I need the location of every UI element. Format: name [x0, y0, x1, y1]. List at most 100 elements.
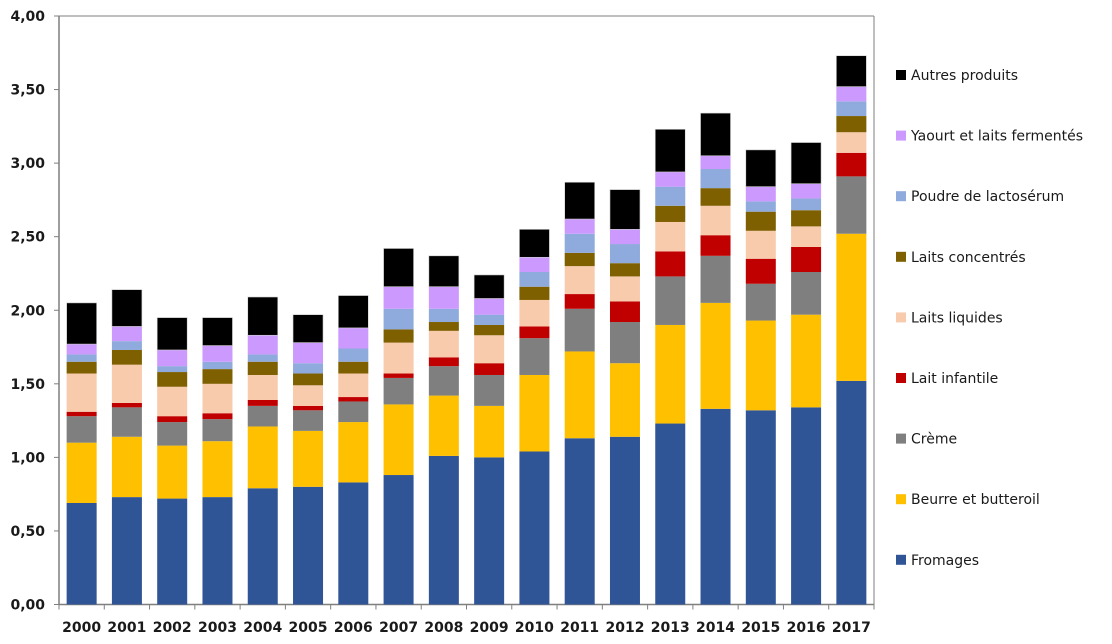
- x-tick-label: 2001: [107, 620, 146, 636]
- bar-segment-beurre-et-butteroil: [474, 405, 505, 458]
- bar-segment-laits-liquides: [745, 230, 776, 259]
- bar-segment-beurre-et-butteroil: [247, 426, 278, 489]
- bar-segment-poudre-de-lactoserum: [428, 308, 459, 323]
- bar-segment-laits-concentres: [836, 116, 867, 133]
- bar-segment-lait-infantile: [609, 301, 640, 323]
- bar-segment-laits-concentres: [564, 252, 595, 267]
- bar-segment-beurre-et-butteroil: [338, 422, 369, 483]
- bar-segment-autres-produits: [111, 289, 143, 327]
- bar-segment-fromages: [474, 457, 505, 605]
- bar-segment-laits-liquides: [247, 374, 278, 400]
- bar-segment-laits-concentres: [700, 188, 731, 206]
- bar-segment-laits-concentres: [791, 210, 822, 227]
- bar-segment-fromages: [836, 380, 867, 605]
- bar-segment-autres-produits: [609, 189, 641, 230]
- bar-segment-creme: [383, 377, 414, 405]
- bar-segment-beurre-et-butteroil: [202, 441, 233, 498]
- bar-stack-2001: [111, 289, 143, 605]
- bar-segment-autres-produits: [564, 181, 595, 220]
- bar-stack-2014: [700, 112, 731, 605]
- bar-stack-2002: [156, 317, 188, 605]
- legend-item-creme: Crème: [896, 432, 957, 448]
- bar-segment-laits-concentres: [383, 329, 414, 343]
- bar-segment-creme: [428, 366, 459, 396]
- x-tick-label: 2004: [243, 620, 282, 636]
- bar-segment-yaourt-et-laits-fermentes: [836, 86, 867, 102]
- bar-segment-lait-infantile: [383, 373, 414, 378]
- legend-item-laits-concentres: Laits concentrés: [896, 250, 1026, 266]
- bar-segment-fromages: [655, 423, 686, 605]
- bar-segment-beurre-et-butteroil: [157, 445, 188, 499]
- bar-segment-poudre-de-lactoserum: [338, 348, 369, 362]
- bar-segment-laits-concentres: [519, 286, 550, 300]
- bar-segment-yaourt-et-laits-fermentes: [609, 229, 640, 245]
- bar-segment-laits-concentres: [247, 361, 278, 375]
- bar-segment-autres-produits: [202, 317, 233, 346]
- legend-label: Autres produits: [911, 68, 1018, 84]
- bar-stack-2015: [745, 149, 777, 605]
- y-tick-label: 0,00: [10, 598, 45, 614]
- bar-segment-autres-produits: [745, 149, 777, 187]
- bar-segment-creme: [202, 419, 233, 442]
- bar-segment-autres-produits: [654, 128, 686, 173]
- bar-segment-creme: [338, 401, 369, 423]
- legend-item-lait-infantile: Lait infantile: [896, 371, 998, 387]
- bar-segment-lait-infantile: [791, 246, 822, 272]
- legend-swatch: [896, 130, 906, 141]
- legend-swatch: [896, 554, 906, 565]
- bar-segment-fromages: [247, 488, 278, 605]
- bar-segment-lait-infantile: [428, 357, 459, 367]
- bar-segment-creme: [474, 374, 505, 406]
- bar-segment-laits-concentres: [655, 205, 686, 222]
- bar-segment-laits-liquides: [428, 330, 459, 358]
- bar-segment-autres-produits: [700, 112, 731, 157]
- bar-segment-fromages: [202, 497, 233, 605]
- legend-swatch: [896, 433, 906, 444]
- y-tick-label: 3,00: [10, 156, 45, 172]
- bar-segment-beurre-et-butteroil: [564, 351, 595, 439]
- bar-segment-lait-infantile: [157, 416, 188, 423]
- bar-segment-poudre-de-lactoserum: [745, 201, 776, 212]
- bar-segment-yaourt-et-laits-fermentes: [111, 326, 142, 342]
- bar-stack-2004: [247, 296, 279, 605]
- bar-segment-beurre-et-butteroil: [111, 436, 142, 498]
- bar-segment-beurre-et-butteroil: [745, 320, 776, 411]
- bar-segment-laits-liquides: [700, 205, 731, 236]
- bar-segment-yaourt-et-laits-fermentes: [791, 183, 822, 199]
- x-tick-label: 2005: [289, 620, 328, 636]
- bar-segment-yaourt-et-laits-fermentes: [474, 298, 505, 315]
- bar-segment-laits-liquides: [338, 373, 369, 398]
- bar-segment-laits-liquides: [383, 342, 414, 374]
- bar-stack-2016: [790, 142, 822, 605]
- bar-segment-poudre-de-lactoserum: [609, 244, 640, 264]
- bar-segment-laits-liquides: [111, 364, 142, 403]
- bar-segment-laits-concentres: [474, 324, 505, 336]
- x-tick-label: 2008: [424, 620, 463, 636]
- bar-segment-beurre-et-butteroil: [428, 395, 459, 456]
- bar-segment-autres-produits: [292, 314, 324, 343]
- bar-segment-laits-liquides: [519, 299, 550, 327]
- bar-segment-laits-liquides: [157, 386, 188, 417]
- legend-swatch: [896, 373, 906, 383]
- bar-segment-creme: [791, 271, 822, 315]
- bar-segment-fromages: [700, 408, 731, 605]
- legend-item-poudre-de-lactoserum: Poudre de lactosérum: [896, 189, 1064, 205]
- bar-segment-beurre-et-butteroil: [655, 324, 686, 424]
- bar-segment-creme: [519, 338, 550, 375]
- bars: [66, 55, 867, 605]
- legend-item-yaourt-et-laits-fermentes: Yaourt et laits fermentés: [896, 129, 1083, 145]
- bar-segment-autres-produits: [790, 142, 822, 185]
- bar-segment-yaourt-et-laits-fermentes: [745, 186, 776, 202]
- bar-segment-yaourt-et-laits-fermentes: [700, 155, 731, 170]
- bar-segment-creme: [157, 422, 188, 446]
- bar-segment-beurre-et-butteroil: [66, 442, 97, 503]
- x-tick-label: 2010: [515, 620, 554, 636]
- bar-segment-laits-concentres: [609, 263, 640, 277]
- x-tick-label: 2016: [787, 620, 826, 636]
- bar-segment-lait-infantile: [202, 413, 233, 420]
- y-tick-label: 4,00: [10, 9, 45, 25]
- bar-segment-laits-concentres: [745, 211, 776, 231]
- bar-segment-yaourt-et-laits-fermentes: [519, 257, 550, 272]
- bar-stack-2006: [338, 295, 369, 605]
